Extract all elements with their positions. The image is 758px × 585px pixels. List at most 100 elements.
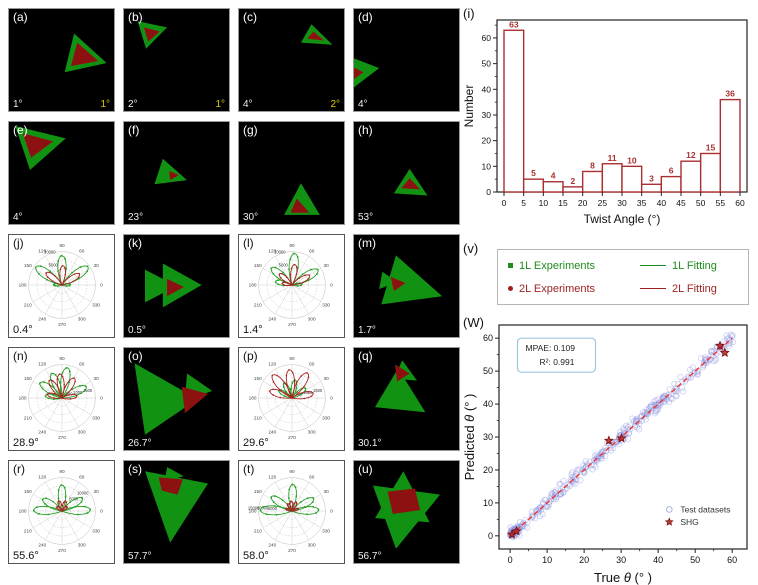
panel-letter: (n): [13, 349, 28, 363]
svg-text:40: 40: [482, 84, 492, 94]
svg-text:40: 40: [657, 198, 667, 208]
angle-label: 1.7°: [358, 325, 376, 336]
shg-polar-plot: 0 30 60 90 120 150 180 210 240 270 300 330 150010005…: [19, 356, 103, 440]
svg-text:180: 180: [249, 396, 257, 401]
svg-text:50: 50: [696, 198, 706, 208]
svg-text:10000: 10000: [274, 249, 286, 254]
angle-label: 23°: [128, 212, 144, 223]
svg-text:4: 4: [551, 171, 556, 181]
svg-text:25: 25: [598, 198, 608, 208]
green-square-marker-icon: [508, 263, 513, 268]
svg-text:120: 120: [38, 361, 46, 366]
svg-text:0: 0: [488, 531, 493, 541]
svg-text:240: 240: [38, 543, 46, 548]
svg-text:180: 180: [249, 509, 257, 514]
panel-o: (o) 26.7°: [123, 347, 230, 451]
prediction-scatter-plot: 0 10 20 30 40 50 60 0 10 20 30 40 50 60 True θ (° ) Pre…: [462, 324, 748, 585]
panel-c: (c) 4° 2°: [238, 8, 345, 112]
svg-text:10000: 10000: [257, 506, 269, 511]
legend-label: 1L Experiments: [519, 259, 596, 272]
angle-label: 28.9°: [13, 437, 39, 449]
flake-image: [145, 467, 208, 543]
shg-polar-plot: 0 30 60 90 120 150 180 210 240 270 300 330 150001000…: [248, 469, 333, 553]
svg-text:63: 63: [509, 19, 519, 29]
panel-letter-v: (v): [463, 241, 479, 256]
svg-text:60: 60: [483, 333, 493, 343]
svg-text:20: 20: [578, 198, 588, 208]
svg-text:0: 0: [100, 283, 103, 288]
svg-text:55: 55: [716, 198, 726, 208]
svg-text:45: 45: [676, 198, 686, 208]
flake-image: [15, 126, 66, 170]
svg-text:120: 120: [38, 474, 46, 479]
svg-text:180: 180: [19, 283, 27, 288]
svg-text:6: 6: [669, 166, 674, 176]
svg-text:60: 60: [309, 361, 315, 366]
svg-text:Test datasets: Test datasets: [680, 504, 730, 514]
svg-text:30: 30: [94, 489, 100, 494]
flake-image: [300, 24, 333, 45]
svg-text:150: 150: [254, 263, 262, 268]
panel-letter: (j): [13, 236, 24, 250]
angle-label: 53°: [358, 212, 374, 223]
svg-text:50: 50: [483, 366, 493, 376]
svg-text:180: 180: [19, 509, 27, 514]
svg-text:120: 120: [268, 248, 276, 253]
panel-b: (b) 2° 1°: [123, 8, 230, 112]
svg-text:30: 30: [483, 432, 493, 442]
svg-text:210: 210: [24, 528, 32, 533]
panel-letter: (h): [358, 123, 373, 137]
svg-text:20: 20: [483, 465, 493, 475]
shg-polar-plot: 0 30 60 90 120 150 180 210 240 270 300 330 10000 5000: [19, 243, 103, 327]
svg-text:10: 10: [627, 155, 637, 165]
angle-label: 0.5°: [128, 325, 146, 336]
svg-text:330: 330: [322, 302, 330, 307]
svg-text:90: 90: [59, 356, 65, 361]
svg-text:270: 270: [288, 322, 296, 327]
svg-text:300: 300: [78, 430, 86, 435]
panel-letter: (s): [128, 462, 142, 476]
panel-l: (l) 0 30 60 90 120 150 180 210 240 270 300 330 10000 5…: [238, 234, 345, 338]
svg-text:270: 270: [58, 322, 66, 327]
angle-label: 57.7°: [128, 551, 152, 562]
flake-image: [64, 33, 107, 73]
panel-s: (s) 57.7°: [123, 460, 230, 564]
svg-text:True θ (° ): True θ (° ): [594, 570, 652, 585]
svg-text:20: 20: [579, 555, 589, 565]
svg-text:10000: 10000: [44, 249, 56, 254]
svg-text:0: 0: [330, 509, 333, 514]
svg-text:120: 120: [268, 474, 276, 479]
svg-text:60: 60: [482, 33, 492, 43]
svg-text:60: 60: [309, 248, 315, 253]
svg-text:10: 10: [482, 161, 492, 171]
angle-label: 4°: [243, 99, 253, 110]
svg-text:270: 270: [58, 435, 66, 440]
panel-e: (e) 4°: [8, 121, 115, 225]
svg-text:R²: 0.991: R²: 0.991: [540, 357, 575, 367]
panel-letter: (m): [358, 236, 376, 250]
panel-letter: (g): [243, 123, 258, 137]
svg-text:60: 60: [79, 248, 85, 253]
svg-text:SHG: SHG: [680, 517, 698, 527]
legend-box: 1L Experiments 1L Fitting 2L Experiments…: [497, 249, 749, 305]
svg-text:30: 30: [324, 489, 330, 494]
panel-q: (q) 30.1°: [353, 347, 460, 451]
svg-text:30: 30: [482, 110, 492, 120]
panel-letter: (f): [128, 123, 140, 137]
angle-label: 1.4°: [243, 324, 263, 336]
panel-h: (h) 53°: [353, 121, 460, 225]
flake-image: [354, 58, 380, 88]
svg-text:330: 330: [322, 415, 330, 420]
svg-text:90: 90: [289, 243, 295, 248]
predicted-angle-label: 1°: [215, 99, 225, 110]
legend-label: 2L Experiments: [519, 282, 596, 295]
svg-text:30: 30: [94, 263, 100, 268]
svg-text:8: 8: [590, 160, 595, 170]
svg-text:0: 0: [100, 509, 103, 514]
svg-text:50: 50: [482, 59, 492, 69]
svg-text:5000: 5000: [279, 262, 289, 267]
svg-text:270: 270: [288, 435, 296, 440]
svg-text:36: 36: [725, 89, 735, 99]
flake-image: [379, 255, 443, 305]
